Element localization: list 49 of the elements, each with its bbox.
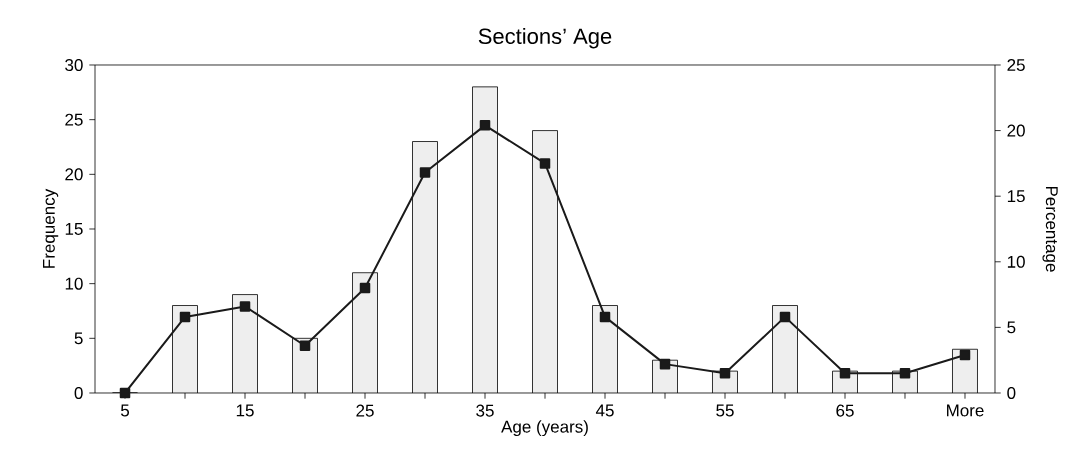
point: [959, 349, 971, 361]
point: [419, 167, 431, 178]
y2-tick-label: 10: [1007, 255, 1025, 268]
x-tick-label: 55: [716, 404, 734, 417]
point: [599, 311, 611, 323]
x-tick-label: More: [947, 404, 984, 417]
y2-tick-label: 15: [1007, 190, 1025, 203]
point: [119, 387, 131, 399]
x-tick-label: 15: [236, 404, 254, 417]
y2-tick-label: 25: [1007, 58, 1025, 72]
bar: [412, 141, 438, 393]
x-tick-label: 5: [120, 404, 130, 417]
point: [779, 311, 791, 323]
bar: [592, 305, 618, 393]
bar: [232, 294, 258, 393]
chart-title: Sections’ Age: [478, 27, 612, 49]
y-tick-label: 30: [65, 58, 83, 72]
point: [299, 340, 311, 352]
y-tick-label: 10: [65, 277, 83, 290]
y2-axis-title: Percentage: [1042, 186, 1058, 272]
point: [719, 368, 731, 379]
point: [179, 311, 191, 323]
y-tick-label: 20: [65, 168, 83, 181]
bar: [472, 86, 498, 393]
point: [359, 282, 371, 294]
y-axis-title: Frequency: [43, 188, 59, 268]
point: [899, 368, 911, 379]
y-tick-label: 5: [74, 332, 83, 345]
y-tick-label: 15: [65, 223, 83, 235]
x-axis-title: Age (years): [501, 420, 588, 437]
y2-tick-label: 5: [1007, 321, 1016, 334]
bar: [532, 130, 558, 393]
point: [659, 358, 671, 370]
point: [479, 120, 491, 131]
x-tick-label: 35: [476, 404, 494, 417]
x-tick-label: 65: [836, 404, 854, 417]
point: [239, 301, 251, 312]
bar: [172, 305, 198, 393]
y2-tick-label: 20: [1007, 124, 1025, 137]
bar: [772, 305, 798, 393]
x-tick-label: 45: [595, 404, 614, 417]
point: [539, 158, 551, 169]
y2-tick-label: 0: [1007, 386, 1016, 400]
bar: [952, 348, 978, 393]
point: [839, 368, 851, 379]
y-tick-label: 25: [65, 113, 83, 126]
y-tick-label: 0: [74, 386, 83, 400]
x-tick-label: 25: [356, 404, 374, 417]
bar: [352, 272, 378, 393]
